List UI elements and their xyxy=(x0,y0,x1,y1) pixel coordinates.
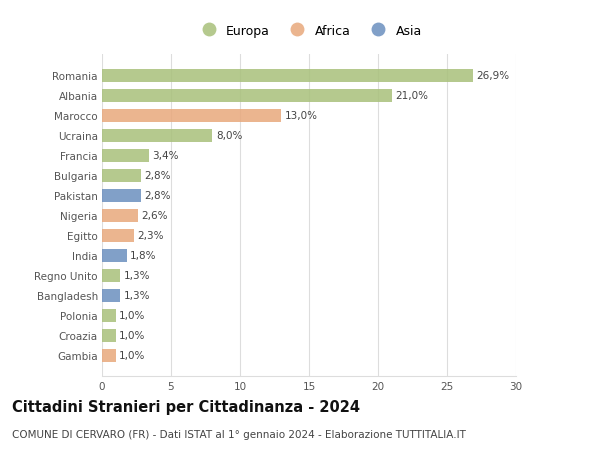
Bar xyxy=(102,169,140,182)
Legend: Europa, Africa, Asia: Europa, Africa, Asia xyxy=(191,20,427,43)
Text: 1,8%: 1,8% xyxy=(130,251,157,261)
Text: 1,0%: 1,0% xyxy=(119,310,146,320)
Bar xyxy=(102,129,212,142)
Text: 2,3%: 2,3% xyxy=(137,231,164,241)
Bar xyxy=(102,289,120,302)
Bar xyxy=(102,189,140,202)
Bar xyxy=(102,309,116,322)
Text: 2,8%: 2,8% xyxy=(144,171,170,181)
Text: 26,9%: 26,9% xyxy=(476,71,510,81)
Text: 1,3%: 1,3% xyxy=(124,291,150,301)
Bar xyxy=(102,70,473,83)
Bar xyxy=(102,329,116,342)
Bar xyxy=(102,229,134,242)
Text: 1,0%: 1,0% xyxy=(119,350,146,360)
Text: 8,0%: 8,0% xyxy=(216,131,242,141)
Bar xyxy=(102,209,138,222)
Text: 3,4%: 3,4% xyxy=(152,151,179,161)
Text: 2,6%: 2,6% xyxy=(142,211,168,221)
Bar xyxy=(102,90,392,102)
Text: 2,8%: 2,8% xyxy=(144,191,170,201)
Text: 1,3%: 1,3% xyxy=(124,270,150,280)
Text: 1,0%: 1,0% xyxy=(119,330,146,340)
Text: 21,0%: 21,0% xyxy=(395,91,428,101)
Bar xyxy=(102,150,149,162)
Text: COMUNE DI CERVARO (FR) - Dati ISTAT al 1° gennaio 2024 - Elaborazione TUTTITALIA: COMUNE DI CERVARO (FR) - Dati ISTAT al 1… xyxy=(12,429,466,439)
Bar xyxy=(102,249,127,262)
Text: 13,0%: 13,0% xyxy=(285,111,318,121)
Bar xyxy=(102,269,120,282)
Bar xyxy=(102,349,116,362)
Text: Cittadini Stranieri per Cittadinanza - 2024: Cittadini Stranieri per Cittadinanza - 2… xyxy=(12,399,360,414)
Bar xyxy=(102,110,281,123)
